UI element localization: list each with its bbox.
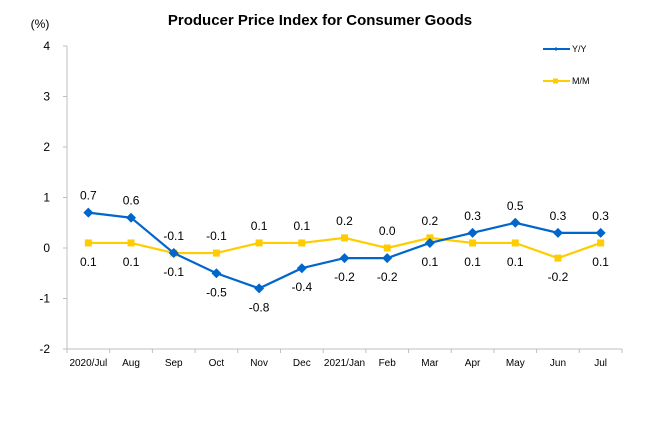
data-label-mm: -0.1: [163, 229, 184, 243]
data-point-yy: [211, 268, 222, 279]
data-label-mm: 0.2: [336, 214, 353, 228]
x-tick-label: 2021/Jan: [324, 358, 365, 369]
data-label-mm: -0.2: [548, 270, 569, 284]
data-point-yy: [168, 248, 179, 259]
data-point-mm: [212, 249, 220, 257]
data-point-mm: [511, 239, 519, 247]
data-label-mm: 0.1: [293, 219, 310, 233]
data-point-mm: [298, 239, 306, 247]
x-tick-label: Nov: [250, 358, 268, 369]
x-tick-labels: 2020/Jul Aug Sep Oct Nov Dec 2021/Jan Feb Mar Apr…: [69, 358, 607, 369]
data-label-mm: -0.1: [206, 229, 227, 243]
data-point-mm: [554, 254, 562, 262]
legend: Y/Y M/M: [543, 44, 590, 86]
x-tick-label: Mar: [421, 358, 439, 369]
data-label-yy: -0.2: [334, 270, 355, 284]
data-label-yy: 0.3: [550, 209, 567, 223]
x-tick-label: Sep: [165, 358, 183, 369]
data-point-yy: [510, 217, 521, 228]
data-label-yy: 0.1: [422, 255, 439, 269]
legend-marker-diamond: [554, 47, 558, 51]
data-label-mm: 0.1: [464, 255, 481, 269]
x-tick-label: 2020/Jul: [69, 358, 107, 369]
data-point-yy: [83, 207, 94, 218]
y-tick-label: 4: [43, 39, 50, 53]
x-tick-label: Jun: [550, 358, 566, 369]
data-label-yy: -0.2: [377, 270, 398, 284]
data-point-mm: [383, 244, 391, 252]
data-label-yy: 0.3: [592, 209, 609, 223]
data-point-yy: [424, 237, 435, 248]
data-label-yy: 0.5: [507, 199, 524, 213]
data-label-yy: -0.1: [163, 265, 184, 279]
data-point-yy: [382, 253, 393, 264]
data-point-yy: [467, 227, 478, 238]
data-point-yy: [595, 227, 606, 238]
data-point-mm: [84, 239, 92, 247]
x-tick-label: Jul: [594, 358, 607, 369]
y-tick-label: 3: [43, 90, 50, 104]
data-point-mm: [255, 239, 263, 247]
x-tick-label: Dec: [293, 358, 311, 369]
y-tick-label: 2: [43, 140, 50, 154]
data-labels: 0.7 0.6 -0.1 -0.5 -0.8 -0.4 -0.2 -0.2 0.1 0.3 0.5 0…: [80, 189, 609, 315]
data-point-mm: [469, 239, 477, 247]
y-tick-labels: 4 3 2 1 0 -1 -2: [39, 39, 50, 356]
series-layer: [83, 207, 606, 294]
data-point-yy: [126, 212, 137, 223]
data-point-mm: [426, 234, 434, 242]
data-label-mm: 0.0: [379, 224, 396, 238]
y-tick-label: 1: [43, 191, 50, 205]
data-point-mm: [127, 239, 135, 247]
y-axis-label: (%): [31, 17, 50, 31]
data-point-mm: [597, 239, 605, 247]
data-point-mm: [341, 234, 348, 242]
data-label-yy: 0.6: [123, 194, 140, 208]
chart-title: Producer Price Index for Consumer Goods: [168, 12, 472, 29]
data-label-yy: 0.7: [80, 189, 97, 203]
data-point-yy: [296, 263, 307, 274]
data-point-yy: [339, 253, 350, 264]
data-label-mm: 0.1: [123, 255, 140, 269]
x-tick-label: Apr: [465, 358, 481, 369]
data-point-yy: [552, 227, 563, 238]
data-label-mm: 0.2: [422, 214, 439, 228]
legend-label: M/M: [572, 76, 590, 86]
y-tick-label: -2: [39, 342, 50, 356]
y-tick-label: 0: [43, 241, 50, 255]
legend-marker-square: [553, 78, 558, 84]
data-point-yy: [254, 283, 265, 294]
data-label-yy: -0.5: [206, 285, 227, 299]
x-tick-label: May: [506, 358, 525, 369]
data-label-mm: 0.1: [507, 255, 524, 269]
x-tick-label: Oct: [209, 358, 225, 369]
x-tick-label: Aug: [122, 358, 140, 369]
data-label-yy: -0.4: [291, 280, 312, 294]
y-tick-label: -1: [39, 292, 50, 306]
data-label-yy: 0.3: [464, 209, 481, 223]
data-label-mm: 0.1: [80, 255, 97, 269]
data-label-mm: 0.1: [592, 255, 609, 269]
x-tick-label: Feb: [379, 358, 397, 369]
data-label-mm: 0.1: [251, 219, 268, 233]
data-label-yy: -0.8: [249, 300, 270, 314]
axes: [63, 45, 623, 353]
legend-label: Y/Y: [572, 44, 587, 54]
